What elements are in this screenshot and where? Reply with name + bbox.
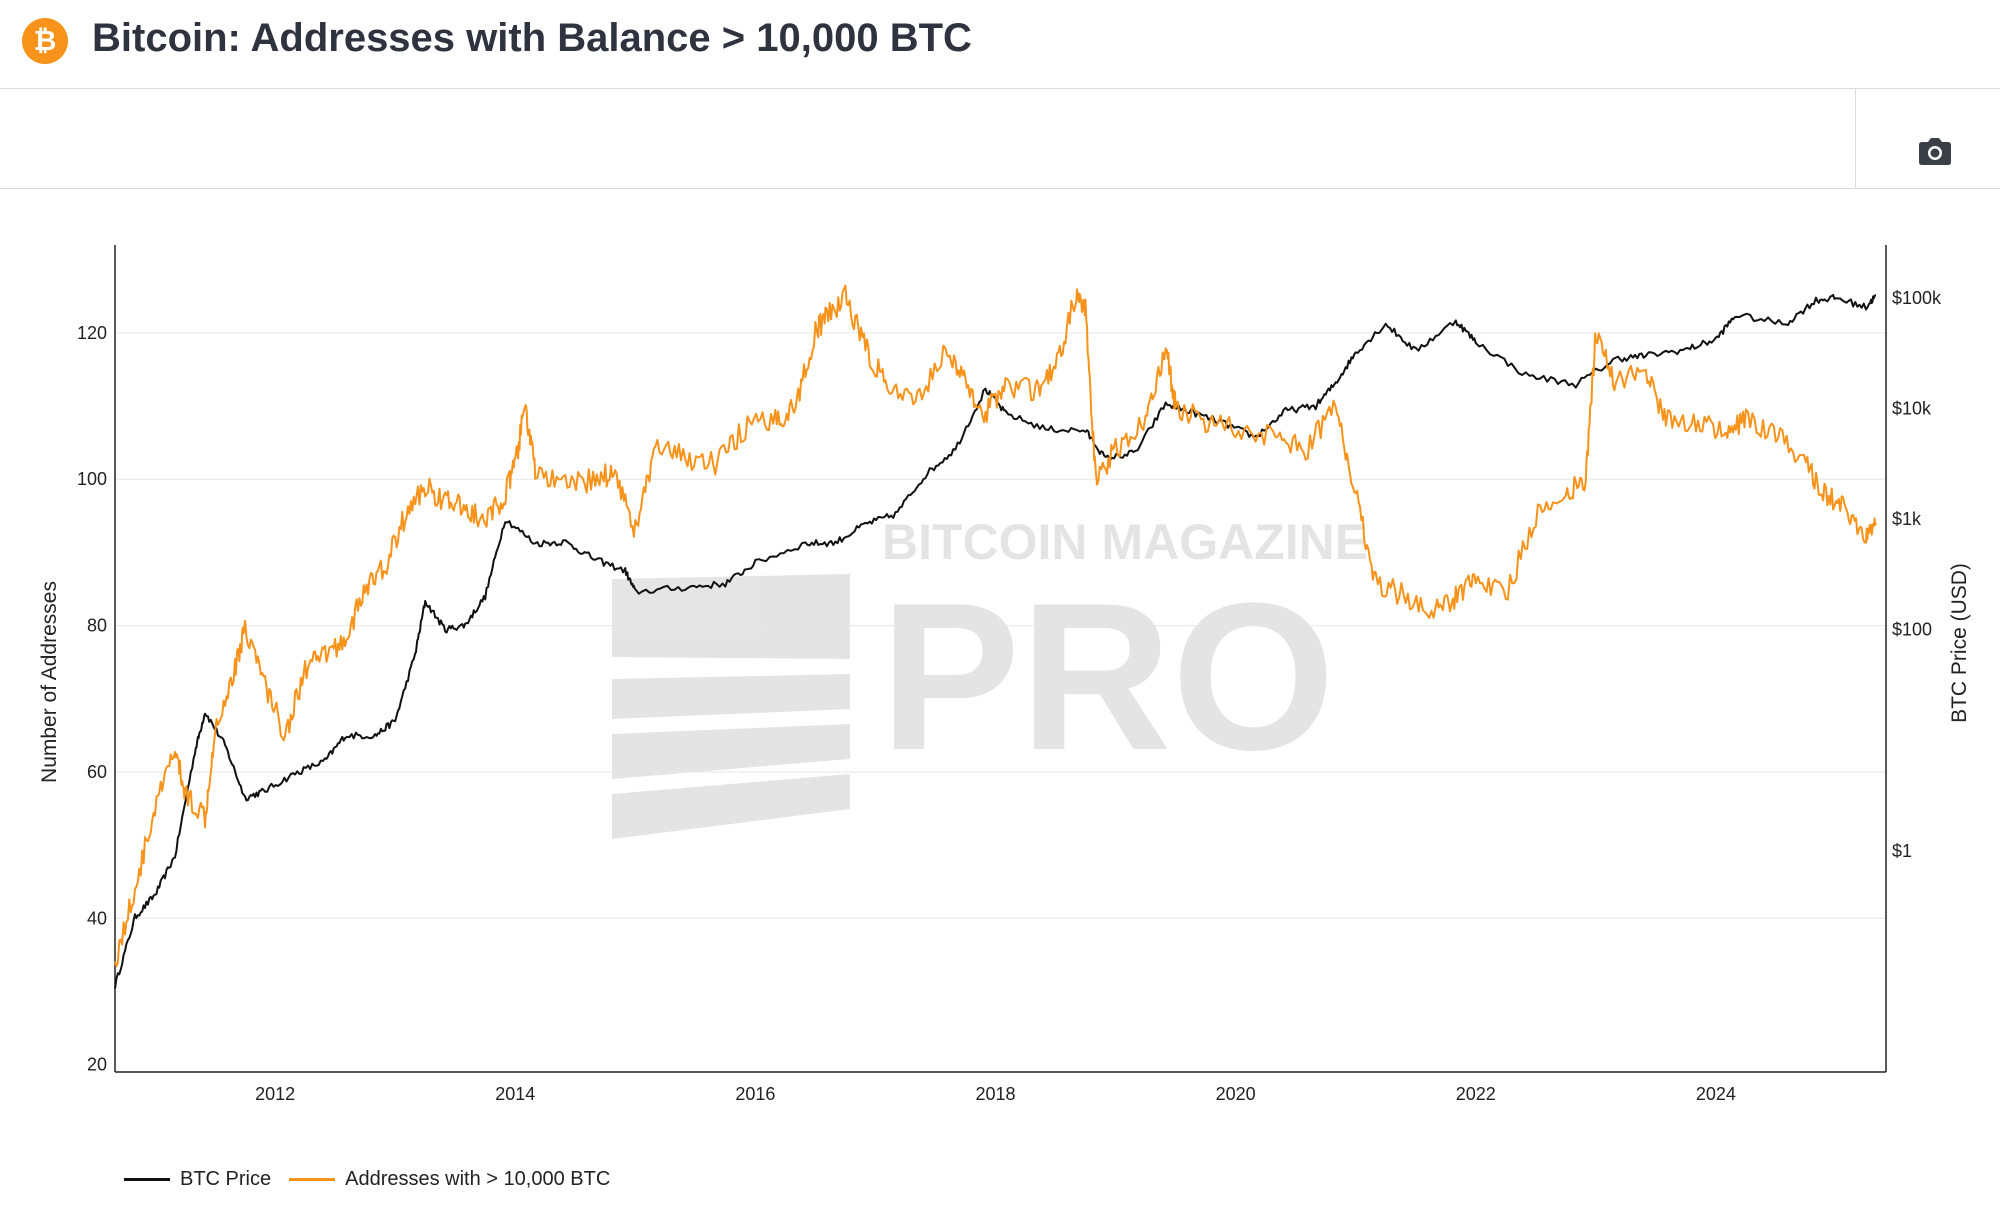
watermark-line1: BITCOIN MAGAZINE	[882, 514, 1368, 570]
x-tick-label: 2020	[1216, 1084, 1256, 1104]
y-axis-right-title: BTC Price (USD)	[1948, 563, 1971, 723]
y-left-tick-label: 100	[77, 469, 107, 489]
camera-icon[interactable]	[1918, 136, 1952, 166]
legend-label-addresses: Addresses with > 10,000 BTC	[345, 1167, 611, 1190]
y-left-tick-label: 60	[87, 762, 107, 782]
series-btc-price-line	[114, 293, 1877, 989]
chart-toolbar	[0, 89, 2000, 189]
x-tick-label: 2024	[1696, 1084, 1736, 1104]
gridlines	[115, 332, 1886, 919]
y-right-tick-label: $1k	[1892, 509, 1922, 529]
x-tick-label: 2022	[1456, 1084, 1496, 1104]
series-addresses-line	[114, 284, 1877, 968]
y-left-tick-label: 20	[87, 1055, 107, 1075]
y-right-tick-label: $1	[1892, 841, 1912, 861]
page-title: Bitcoin: Addresses with Balance > 10,000…	[92, 16, 972, 60]
y-right-tick-label: $10k	[1892, 398, 1932, 418]
x-tick-label: 2016	[735, 1084, 775, 1104]
legend-label-btc-price: BTC Price	[180, 1167, 272, 1190]
y-left-tick-label: 120	[77, 323, 107, 343]
legend-swatch-addresses	[289, 1177, 336, 1181]
legend-swatch-btc-price	[124, 1177, 170, 1181]
toolbar-divider	[1855, 89, 1856, 188]
watermark: BITCOIN MAGAZINE PRO	[612, 514, 1368, 839]
y-left-tick-label: 40	[87, 908, 107, 928]
page-header: ₿ Bitcoin: Addresses with Balance > 10,0…	[0, 0, 2000, 89]
watermark-line2: PRO	[880, 559, 1335, 794]
legend-item-btc-price[interactable]: BTC Price	[124, 1168, 271, 1191]
axes: 20 40 60 80 100 120 $1 $100 $1k $10k $100k 2012 2014…	[77, 245, 1942, 1104]
x-tick-label: 2014	[495, 1084, 535, 1104]
x-tick-label: 2012	[255, 1084, 295, 1104]
series-layer	[114, 284, 1877, 989]
y-left-tick-label: 80	[87, 616, 107, 636]
legend-item-addresses[interactable]: Addresses with > 10,000 BTC	[289, 1168, 610, 1191]
bitcoin-logo-icon: ₿	[22, 18, 68, 64]
legend: BTC Price Addresses with > 10,000 BTC	[124, 1166, 628, 1192]
y-axis-left-title: Number of Addresses	[38, 581, 61, 783]
chart-area: BITCOIN MAGAZINE PRO 20 40 60 80 100 120 $1 $10…	[38, 245, 1971, 1104]
y-right-tick-label: $100	[1892, 620, 1932, 640]
y-right-tick-label: $100k	[1892, 288, 1942, 308]
x-tick-label: 2018	[975, 1084, 1015, 1104]
